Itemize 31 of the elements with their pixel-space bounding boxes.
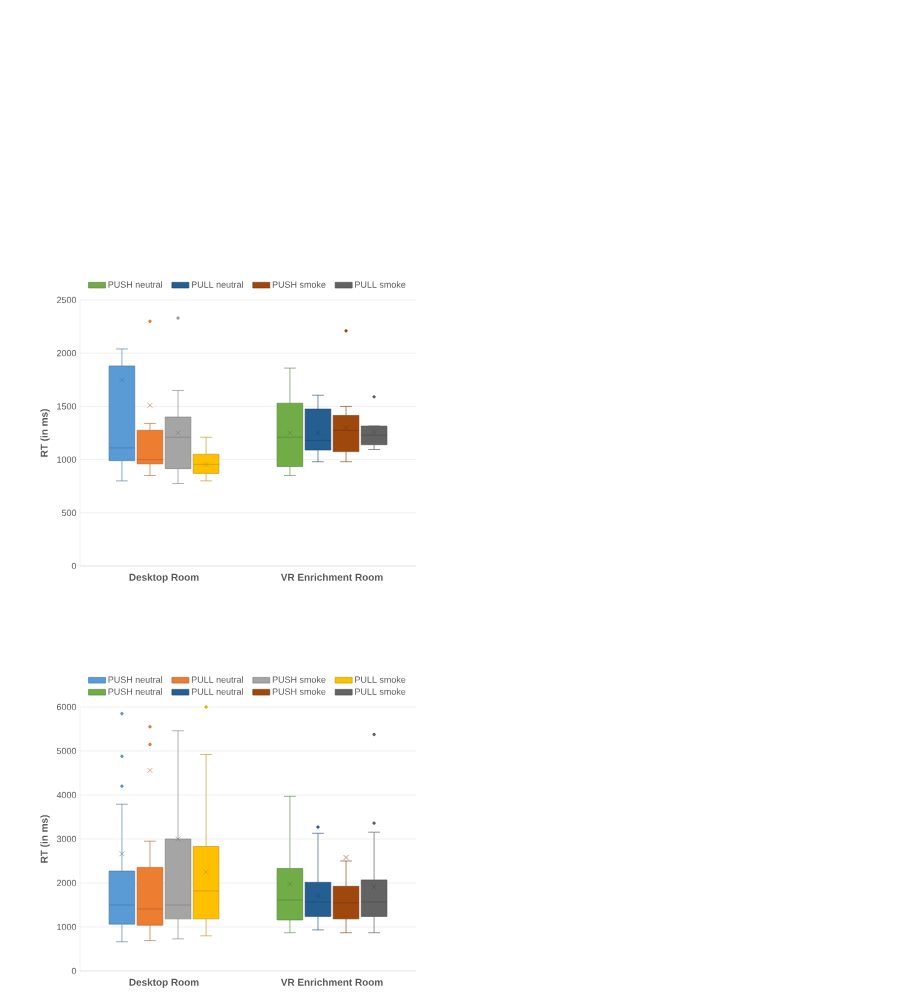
- legend-label: PUSH neutral: [108, 676, 163, 683]
- x-tick-label: VR Enrichment Room: [280, 978, 383, 986]
- y-tick-label: 4000: [56, 791, 77, 799]
- legend-label: PUSH smoke: [272, 676, 326, 683]
- legend-label: PULL neutral: [191, 688, 243, 695]
- y-tick-label: 2000: [56, 350, 77, 357]
- x-tick-label: VR Enrichment Room: [280, 573, 383, 581]
- y-tick-label: 3000: [56, 835, 77, 843]
- y-axis-title: RT (in ms): [40, 409, 50, 457]
- x-tick-label: Desktop Room: [129, 978, 199, 988]
- y-tick-label: 6000: [56, 703, 77, 711]
- legend-label: PUSH neutral: [108, 281, 163, 288]
- y-tick-label: 1000: [57, 456, 77, 463]
- legend-label: PUSH smoke: [272, 281, 326, 288]
- legend-label: PUSH neutral: [108, 688, 163, 695]
- y-tick-label: 0: [71, 967, 77, 975]
- y-axis-title: RT (in ms): [40, 815, 50, 863]
- y-tick-label: 2500: [56, 296, 77, 304]
- y-tick-label: 5000: [56, 747, 77, 755]
- y-tick-label: 0: [71, 562, 77, 570]
- x-tick-label: Desktop Room: [129, 573, 199, 583]
- legend-label: PULL smoke: [355, 281, 406, 288]
- legend-label: PULL neutral: [191, 676, 243, 683]
- legend-label: PULL smoke: [355, 676, 406, 683]
- y-tick-label: 500: [61, 509, 77, 516]
- y-tick-label: 2000: [56, 879, 77, 887]
- legend-label: PUSH smoke: [272, 688, 326, 695]
- y-tick-label: 1500: [57, 403, 77, 410]
- legend-label: PULL neutral: [191, 281, 243, 288]
- y-tick-label: 1000: [57, 923, 77, 931]
- legend-label: PULL smoke: [355, 688, 406, 695]
